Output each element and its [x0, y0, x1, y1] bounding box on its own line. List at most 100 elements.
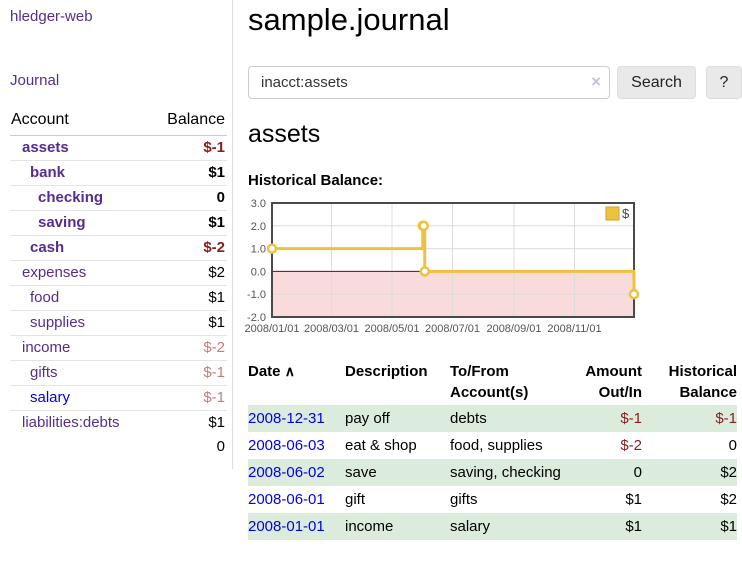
account-row: food $1 — [10, 285, 227, 311]
account-balance: $-2 — [150, 235, 227, 261]
transaction-row: 2008-06-01 gift gifts $1 $2 — [248, 486, 737, 513]
svg-text:2008/01/01: 2008/01/01 — [244, 323, 299, 335]
account-balance: $2 — [150, 260, 227, 286]
total-spacer — [10, 435, 150, 459]
transaction-date-link[interactable]: 2008-01-01 — [248, 518, 325, 535]
balance-cell: $1 — [720, 518, 737, 535]
account-row: expenses $2 — [10, 260, 227, 286]
transaction-date-link[interactable]: 2008-06-03 — [248, 437, 325, 454]
account-name-cell: food — [10, 285, 151, 311]
sidebar-item-journal[interactable]: Journal — [10, 72, 60, 89]
balance-cell: $-1 — [715, 410, 737, 427]
account-link-expenses[interactable]: expenses — [22, 264, 87, 281]
transactions-header-amount: Amount Out/In — [585, 363, 642, 401]
transactions-header-date[interactable]: Date ∧ — [248, 363, 295, 380]
account-row: supplies $1 — [10, 310, 227, 336]
account-balance: $1 — [150, 160, 227, 186]
transactions-header-description: Description — [345, 363, 428, 380]
transaction-row: 2008-01-01 income salary $1 $1 — [248, 513, 737, 540]
page-title: sample.journal — [248, 2, 450, 37]
account-link-liabilities:debts[interactable]: liabilities:debts — [22, 414, 120, 431]
search-form: × Search ? — [248, 66, 742, 99]
svg-text:2.0: 2.0 — [251, 221, 266, 233]
account-row: bank $1 — [10, 160, 227, 186]
search-input-wrap: × — [248, 66, 610, 99]
amount-cell: $-2 — [620, 437, 642, 454]
svg-text:2008/07/01: 2008/07/01 — [425, 323, 480, 335]
description-cell: save — [345, 464, 377, 481]
svg-text:3.0: 3.0 — [251, 198, 266, 210]
account-link-gifts[interactable]: gifts — [30, 364, 58, 381]
account-name-cell: cash — [10, 235, 151, 261]
account-row: checking 0 — [10, 185, 227, 211]
account-name-cell: assets — [10, 136, 150, 161]
account-link-assets[interactable]: assets — [22, 139, 69, 156]
account-link-saving[interactable]: saving — [38, 214, 86, 231]
accounts-tbody: assets $-1 bank $1 checking 0 saving $1 cash $-2 e… — [10, 136, 227, 435]
transactions-header-balance: Historical Balance — [668, 363, 737, 401]
chart-label: Historical Balance: — [248, 172, 384, 189]
transactions-header-accounts: To/From Account(s) — [450, 363, 529, 401]
amount-cell: 0 — [633, 464, 642, 481]
balance-cell: 0 — [728, 437, 737, 454]
transaction-row: 2008-12-31 pay off debts $-1 $-1 — [248, 405, 737, 432]
transaction-row: 2008-06-03 eat & shop food, supplies $-2 0 — [248, 432, 737, 459]
account-name-cell: expenses — [10, 260, 151, 286]
account-link-income[interactable]: income — [22, 339, 71, 356]
account-link-checking[interactable]: checking — [38, 189, 104, 206]
balance-cell: $2 — [720, 464, 737, 481]
accounts-header-balance: Balance — [150, 108, 227, 136]
help-button[interactable]: ? — [706, 66, 742, 99]
accounts-total-row: 0 — [10, 435, 227, 459]
date-cell: 2008-06-02 — [248, 459, 345, 486]
amount-cell: $1 — [625, 491, 642, 508]
svg-text:2008/09/01: 2008/09/01 — [486, 323, 541, 335]
account-balance: $-1 — [150, 360, 227, 386]
accounts-cell: food, supplies — [450, 437, 543, 454]
description-cell: income — [345, 518, 394, 535]
account-heading: assets — [248, 120, 321, 148]
account-link-salary[interactable]: salary — [30, 389, 71, 406]
account-name-cell: bank — [10, 160, 151, 186]
account-balance: 0 — [150, 185, 227, 211]
account-link-supplies[interactable]: supplies — [30, 314, 86, 331]
amount-cell: $1 — [625, 518, 642, 535]
account-name-cell: supplies — [10, 310, 151, 336]
amount-cell: $-1 — [620, 410, 642, 427]
account-name-cell: checking — [10, 185, 151, 211]
account-name-cell: saving — [10, 210, 151, 236]
account-row: cash $-2 — [10, 235, 227, 261]
transaction-date-link[interactable]: 2008-06-02 — [248, 464, 325, 481]
accounts-table: Account Balance assets $-1 bank $1 checking 0… — [10, 108, 227, 459]
account-row: liabilities:debts $1 — [10, 410, 227, 435]
account-balance: $1 — [150, 210, 227, 236]
account-link-food[interactable]: food — [30, 289, 60, 306]
description-cell: eat & shop — [345, 437, 417, 454]
clear-search-icon[interactable]: × — [591, 72, 601, 91]
date-cell: 2008-01-01 — [248, 513, 345, 540]
accounts-cell: gifts — [450, 491, 478, 508]
account-link-bank[interactable]: bank — [30, 164, 66, 181]
search-input[interactable] — [248, 66, 610, 99]
description-cell: gift — [345, 491, 366, 508]
svg-text:2008/05/01: 2008/05/01 — [364, 323, 419, 335]
account-balance: $1 — [150, 285, 227, 311]
account-row: gifts $-1 — [10, 360, 227, 386]
accounts-header-account: Account — [10, 108, 151, 136]
app-brand-link[interactable]: hledger-web — [10, 8, 93, 25]
accounts-total-value: 0 — [216, 438, 225, 455]
account-balance: $-2 — [150, 335, 227, 361]
svg-text:$: $ — [622, 206, 630, 221]
transaction-date-link[interactable]: 2008-06-01 — [248, 491, 325, 508]
transaction-date-link[interactable]: 2008-12-31 — [248, 410, 325, 427]
transactions-header-row: Date ∧ Description To/From Account(s) Am… — [248, 359, 737, 405]
account-balance: $1 — [150, 310, 227, 336]
account-row: saving $1 — [10, 210, 227, 236]
search-button[interactable]: Search — [617, 66, 696, 99]
account-balance: $-1 — [203, 139, 225, 156]
account-link-cash[interactable]: cash — [30, 239, 65, 256]
transactions-tbody: 2008-12-31 pay off debts $-1 $-1 2008-06-03 ea… — [248, 405, 737, 540]
date-cell: 2008-12-31 — [248, 405, 345, 432]
description-cell: pay off — [345, 410, 390, 427]
